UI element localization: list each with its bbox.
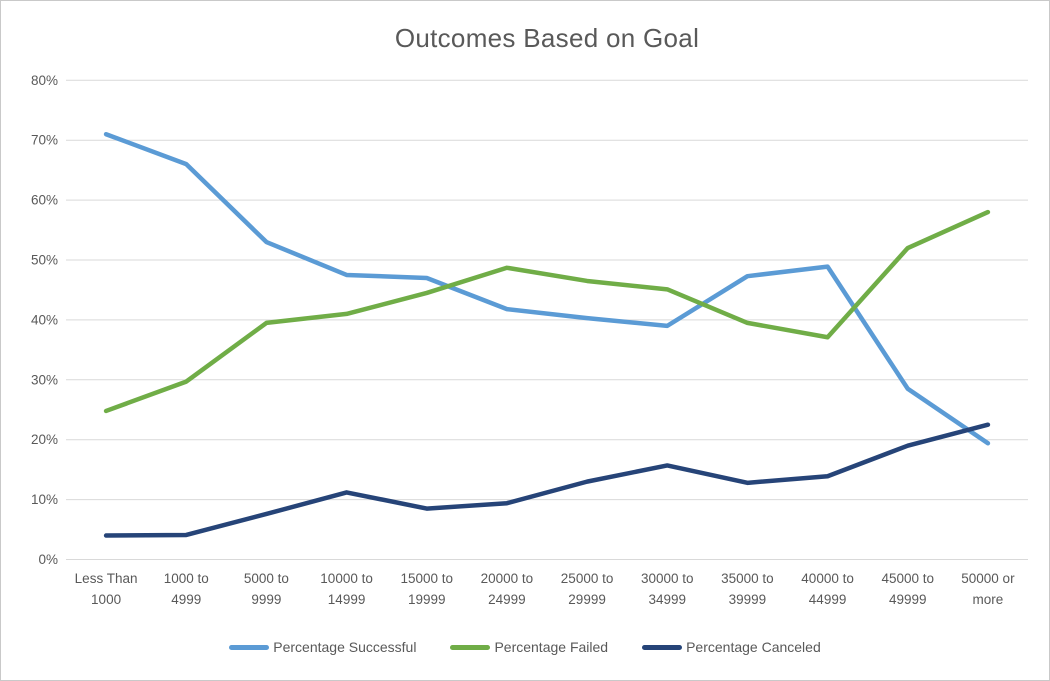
successful-line-swatch-icon <box>229 644 270 650</box>
x-axis-tick-label: 50000 or more <box>961 571 1015 607</box>
series-line <box>103 209 991 414</box>
x-axis-tick-label: Less Than 1000 <box>75 571 138 607</box>
legend-item-successful: Percentage Successful <box>229 639 416 655</box>
x-axis-tick-label: 30000 to 34999 <box>641 571 694 607</box>
x-axis-tick-label: 25000 to 29999 <box>561 571 614 607</box>
x-axis-tick-label: 40000 to 44999 <box>801 571 854 607</box>
x-axis-tick-label: 1000 to 4999 <box>164 571 209 607</box>
series-line <box>103 422 991 538</box>
x-axis-tick-label: 45000 to 49999 <box>881 571 934 607</box>
legend-label-successful: Percentage Successful <box>273 639 417 655</box>
x-axis-tick-label: 5000 to 9999 <box>244 571 289 607</box>
y-axis-tick-label: 20% <box>31 432 58 447</box>
x-axis-tick-label: 15000 to 19999 <box>400 571 453 607</box>
canceled-line-swatch-icon <box>642 644 683 650</box>
x-axis-tick-label: 20000 to 24999 <box>481 571 534 607</box>
legend-item-canceled: Percentage Canceled <box>642 639 821 655</box>
y-axis-tick-label: 50% <box>31 253 58 268</box>
legend-label-canceled: Percentage Canceled <box>686 639 821 655</box>
chart-legend: Percentage Successful Percentage Failed … <box>1 639 1049 655</box>
y-axis-tick-label: 70% <box>31 133 58 148</box>
failed-line-swatch-icon <box>450 644 491 650</box>
y-axis-tick-label: 40% <box>31 312 58 327</box>
y-axis-tick-label: 0% <box>38 552 58 567</box>
legend-item-failed: Percentage Failed <box>450 639 608 655</box>
y-axis-tick-label: 30% <box>31 372 58 387</box>
legend-label-failed: Percentage Failed <box>494 639 609 655</box>
series-line <box>103 131 991 446</box>
chart-title: Outcomes Based on Goal <box>394 23 700 53</box>
y-axis-tick-label: 60% <box>31 193 58 208</box>
x-axis-tick-label: 10000 to 14999 <box>320 571 373 607</box>
y-axis-tick-label: 10% <box>31 492 58 507</box>
x-axis-tick-label: 35000 to 39999 <box>721 571 774 607</box>
y-axis-tick-label: 80% <box>31 73 58 88</box>
